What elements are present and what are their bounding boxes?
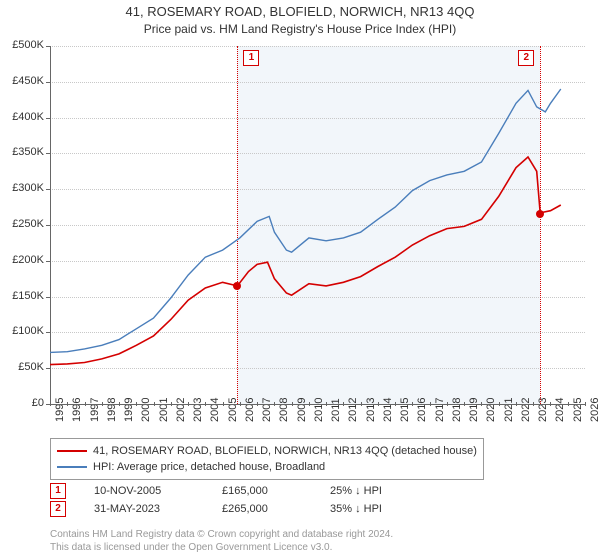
x-tick-label: 2006 (244, 398, 256, 422)
x-tick-label: 2000 (140, 398, 152, 422)
x-tick-label: 1996 (71, 398, 83, 422)
x-tick-label: 1999 (123, 398, 135, 422)
event-marker-1: 1 (50, 483, 66, 499)
y-tick-label: £200K (2, 254, 44, 266)
chart-subtitle: Price paid vs. HM Land Registry's House … (0, 22, 600, 36)
chart-plot-area: £0£50K£100K£150K£200K£250K£300K£350K£400… (50, 46, 585, 426)
y-tick-label: £300K (2, 182, 44, 194)
legend-swatch-property (57, 450, 87, 452)
event-date-1: 10-NOV-2005 (94, 485, 194, 497)
x-tick-label: 2001 (158, 398, 170, 422)
x-tick-label: 2003 (192, 398, 204, 422)
x-tick-label: 2020 (485, 398, 497, 422)
y-tick-label: £500K (2, 39, 44, 51)
x-tick-label: 2019 (468, 398, 480, 422)
legend-row-property: 41, ROSEMARY ROAD, BLOFIELD, NORWICH, NR… (57, 443, 477, 459)
legend-label-hpi: HPI: Average price, detached house, Broa… (93, 461, 325, 473)
x-tick-label: 2004 (209, 398, 221, 422)
footer-line2: This data is licensed under the Open Gov… (50, 541, 393, 554)
events-table: 1 10-NOV-2005 £165,000 25% ↓ HPI 2 31-MA… (50, 482, 570, 518)
footer-attribution: Contains HM Land Registry data © Crown c… (50, 528, 393, 554)
x-tick-label: 2023 (537, 398, 549, 422)
x-tick-label: 2017 (434, 398, 446, 422)
event-marker-2: 2 (50, 501, 66, 517)
x-tick-label: 2012 (347, 398, 359, 422)
x-tick-label: 1997 (89, 398, 101, 422)
x-tick-label: 2026 (589, 398, 600, 422)
x-tick-label: 1998 (106, 398, 118, 422)
y-tick-label: £150K (2, 290, 44, 302)
legend-swatch-hpi (57, 466, 87, 468)
x-tick-label: 2016 (416, 398, 428, 422)
legend-row-hpi: HPI: Average price, detached house, Broa… (57, 459, 477, 475)
x-tick-label: 2011 (330, 398, 342, 422)
event-delta-1: 25% ↓ HPI (330, 485, 382, 497)
y-tick-label: £100K (2, 325, 44, 337)
event-flag-1: 1 (243, 50, 259, 66)
event-row-1: 1 10-NOV-2005 £165,000 25% ↓ HPI (50, 482, 570, 500)
x-tick-label: 2015 (399, 398, 411, 422)
event-delta-2: 35% ↓ HPI (330, 503, 382, 515)
x-tick-label: 2002 (175, 398, 187, 422)
x-tick-label: 1995 (54, 398, 66, 422)
x-tick-label: 2024 (554, 398, 566, 422)
event-price-1: £165,000 (222, 485, 302, 497)
y-tick-label: £400K (2, 111, 44, 123)
x-tick-label: 2025 (572, 398, 584, 422)
x-tick-label: 2018 (451, 398, 463, 422)
x-tick-label: 2013 (365, 398, 377, 422)
y-tick-label: £250K (2, 218, 44, 230)
legend-label-property: 41, ROSEMARY ROAD, BLOFIELD, NORWICH, NR… (93, 445, 477, 457)
series-point-property (233, 282, 241, 290)
x-tick-label: 2014 (382, 398, 394, 422)
y-tick-label: £450K (2, 75, 44, 87)
legend-box: 41, ROSEMARY ROAD, BLOFIELD, NORWICH, NR… (50, 438, 484, 480)
x-tick-label: 2022 (520, 398, 532, 422)
chart-title: 41, ROSEMARY ROAD, BLOFIELD, NORWICH, NR… (0, 4, 600, 19)
x-tick-label: 2007 (261, 398, 273, 422)
x-tick-label: 2008 (278, 398, 290, 422)
series-point-property (536, 210, 544, 218)
event-flag-2: 2 (518, 50, 534, 66)
y-tick-label: £0 (2, 397, 44, 409)
x-tick-label: 2009 (296, 398, 308, 422)
x-tick-label: 2021 (503, 398, 515, 422)
footer-line1: Contains HM Land Registry data © Crown c… (50, 528, 393, 541)
event-row-2: 2 31-MAY-2023 £265,000 35% ↓ HPI (50, 500, 570, 518)
y-tick-label: £50K (2, 361, 44, 373)
event-date-2: 31-MAY-2023 (94, 503, 194, 515)
event-price-2: £265,000 (222, 503, 302, 515)
y-tick-label: £350K (2, 146, 44, 158)
x-tick-label: 2010 (313, 398, 325, 422)
